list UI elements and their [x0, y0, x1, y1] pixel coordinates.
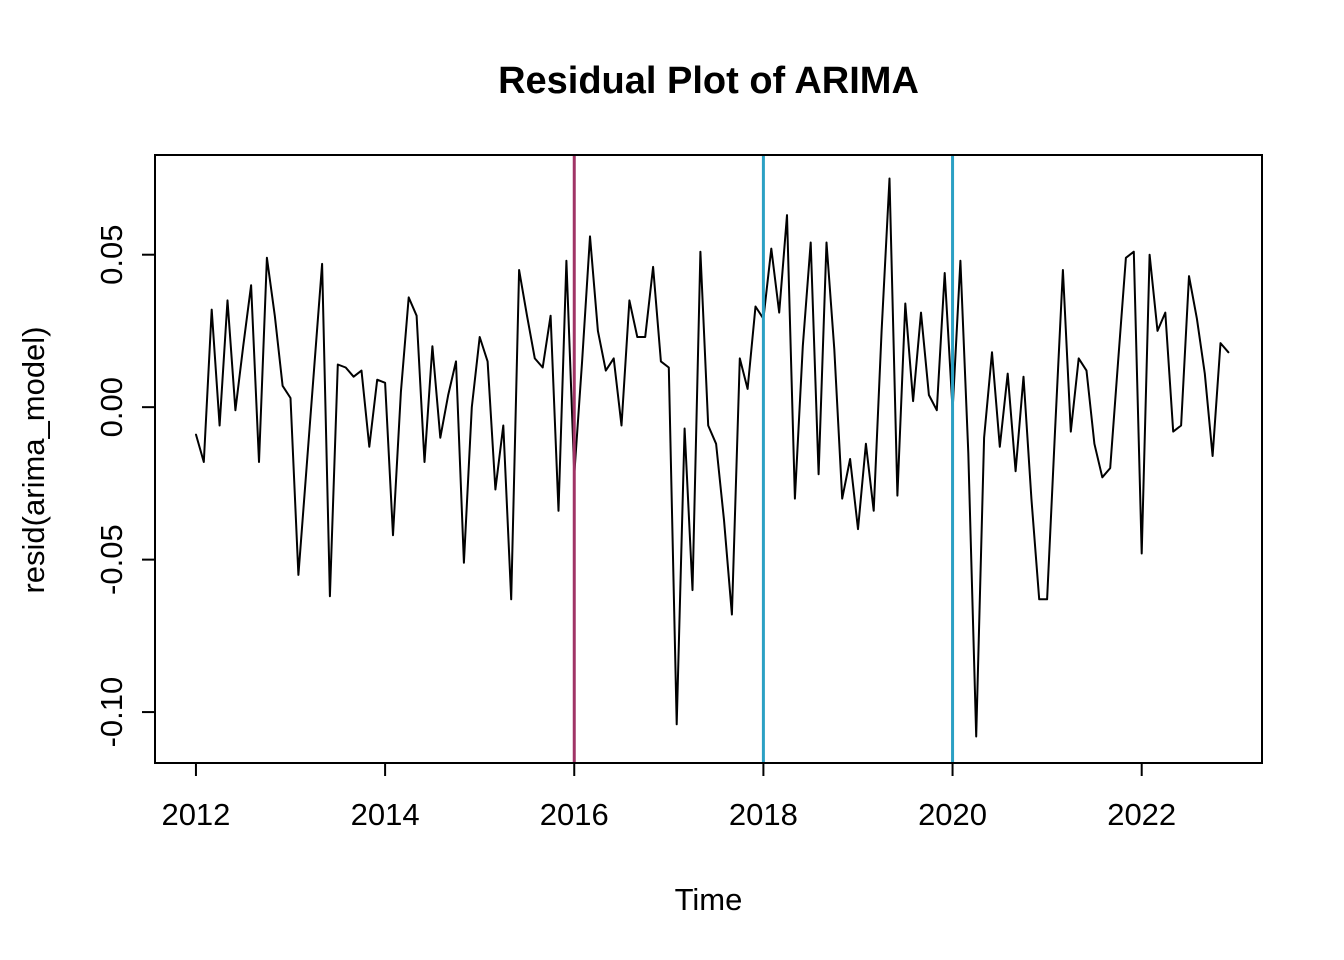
- y-tick-label-0.00: 0.00: [94, 377, 129, 437]
- x-axis-title: Time: [674, 882, 743, 917]
- x-tick-label-2020: 2020: [918, 797, 987, 832]
- y-tick-label--0.05: -0.05: [94, 524, 129, 595]
- residual-series-line: [195, 177, 1230, 738]
- x-tick-label-2016: 2016: [540, 797, 609, 832]
- x-tick-label-2022: 2022: [1107, 797, 1176, 832]
- y-axis-title: resid(arima_model): [16, 326, 51, 594]
- chart-title: Residual Plot of ARIMA: [498, 60, 919, 102]
- y-tick-label--0.10: -0.10: [94, 677, 129, 748]
- plot-frame: [154, 154, 1263, 764]
- x-tick-label-2014: 2014: [351, 797, 420, 832]
- x-tick-label-2018: 2018: [729, 797, 798, 832]
- x-tick-label-2012: 2012: [161, 797, 230, 832]
- y-tick-label-0.05: 0.05: [94, 225, 129, 285]
